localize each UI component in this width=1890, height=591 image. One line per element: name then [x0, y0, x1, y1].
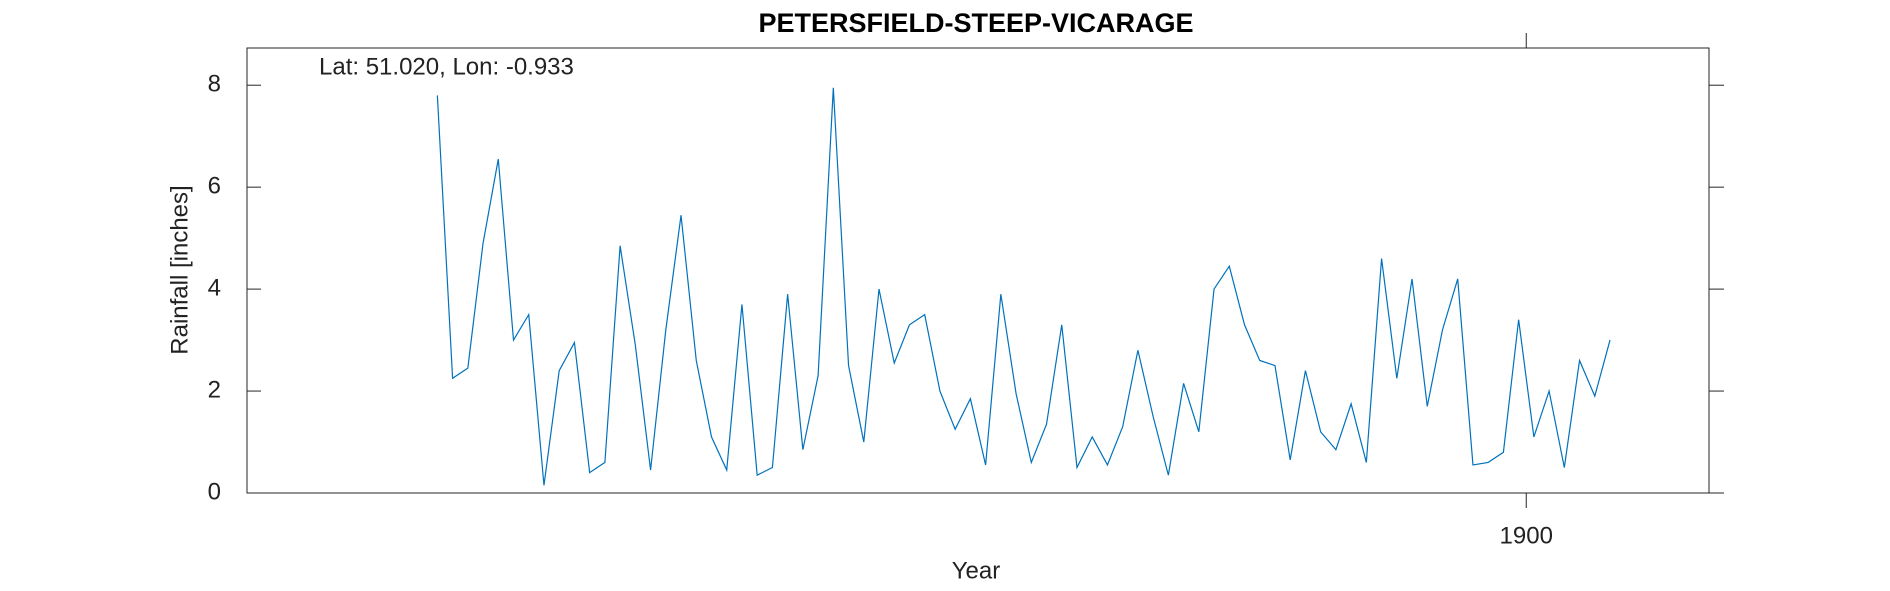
y-tick-label: 2: [208, 376, 221, 403]
chart-title: PETERSFIELD-STEEP-VICARAGE: [758, 8, 1193, 38]
data-line: [436, 87, 1611, 486]
y-tick-label: 0: [208, 478, 221, 505]
x-axis-label: Year: [952, 557, 1001, 584]
plot-frame: [246, 47, 1710, 494]
y-axis-label: Rainfall [inches]: [166, 185, 193, 354]
x-tick-label: 1900: [1500, 522, 1553, 549]
y-tick-label: 4: [208, 274, 221, 301]
y-tick-label: 6: [208, 173, 221, 200]
annotation: Lat: 51.020, Lon: -0.933: [319, 53, 574, 80]
y-tick-label: 8: [208, 71, 221, 98]
